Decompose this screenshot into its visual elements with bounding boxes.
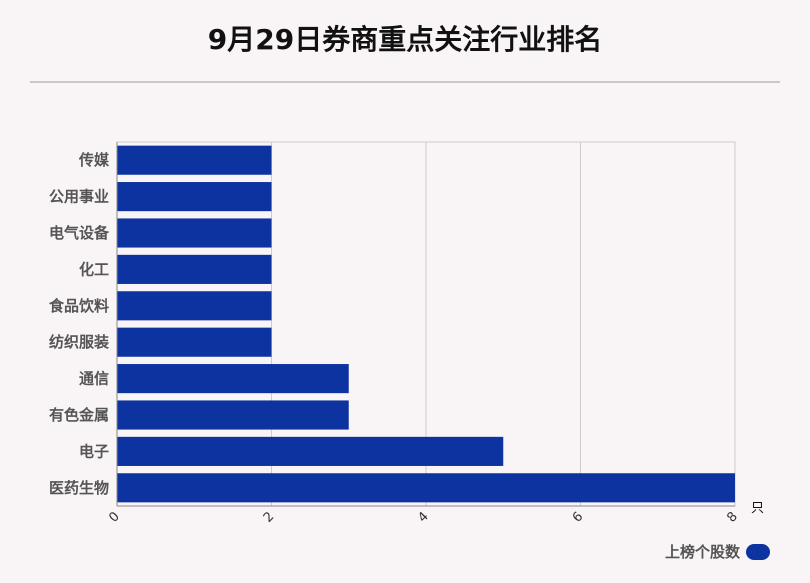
bar-有色金属 [117,400,349,430]
x-tick-label-8: 8 [724,509,740,525]
category-label-电气设备: 电气设备 [49,224,110,242]
legend-swatch [746,543,770,560]
bar-医药生物 [117,473,735,503]
bar-化工 [117,254,272,284]
category-label-有色金属: 有色金属 [49,406,109,424]
x-tick-label-6: 6 [570,509,586,525]
x-tick-label-0: 0 [106,509,122,525]
category-label-传媒: 传媒 [78,151,110,169]
x-unit-label: 只 [751,501,764,516]
title-divider [30,81,780,83]
category-label-化工: 化工 [79,260,109,278]
category-label-电子: 电子 [79,442,109,460]
category-label-医药生物: 医药生物 [49,479,109,497]
bar-食品饮料 [117,291,272,321]
category-label-食品饮料: 食品饮料 [49,297,109,315]
x-tick-label-4: 4 [415,509,431,525]
category-label-通信: 通信 [79,370,109,388]
legend-label: 上榜个股数 [664,543,740,561]
chart-title: 9月29日券商重点关注行业排名 [207,23,603,56]
legend[interactable]: 上榜个股数 [665,541,770,562]
category-label-纺织服装: 纺织服装 [49,333,110,351]
bar-电气设备 [117,218,272,248]
x-tick-label-2: 2 [261,509,277,525]
bar-传媒 [117,145,272,175]
bar-通信 [117,364,349,394]
bar-公用事业 [117,182,272,212]
category-label-公用事业: 公用事业 [49,188,109,206]
bar-纺织服装 [117,327,272,357]
bar-电子 [117,436,504,466]
